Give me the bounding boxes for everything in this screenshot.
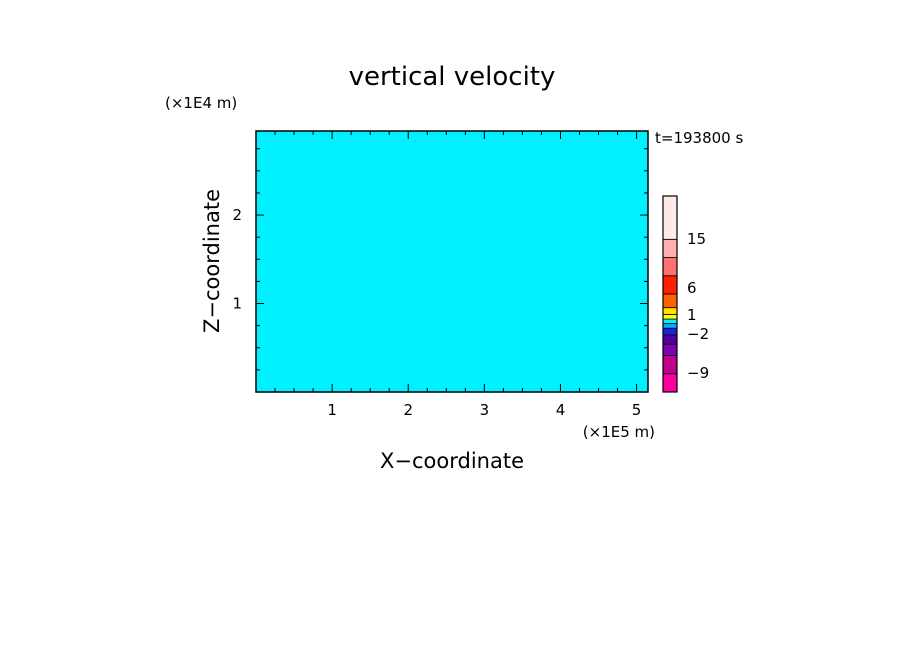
- x-axis-label: X−coordinate: [380, 449, 524, 473]
- colorbar-label: 6: [687, 279, 697, 297]
- x-axis-ticks: 1 2 3 4 5: [274, 131, 642, 419]
- y-tick-label: 1: [232, 295, 242, 313]
- colorbar-segment: [662, 257, 678, 277]
- colorbar-segment: [662, 343, 678, 356]
- y-unit-label: (×1E4 m): [165, 94, 237, 112]
- chart-title: vertical velocity: [349, 62, 556, 92]
- colorbar-segment: [662, 334, 678, 345]
- colorbar-segment: [662, 355, 678, 375]
- y-tick-label: 2: [232, 206, 242, 224]
- colorbar-segment: [662, 323, 678, 329]
- colorbar-label: 15: [687, 230, 706, 248]
- y-axis-ticks: 12: [232, 148, 648, 371]
- colorbar-segment: [662, 327, 678, 336]
- colorbar-segment: [662, 195, 678, 240]
- time-label: t=193800 s: [655, 129, 743, 147]
- plot-frame: [255, 130, 649, 393]
- x-tick-label: 2: [403, 401, 413, 419]
- colorbar-segment: [662, 307, 678, 315]
- colorbar-segment: [662, 275, 678, 295]
- colorbar-segment: [662, 314, 678, 320]
- colorbar-segment: [662, 293, 678, 309]
- y-axis-label: Z−coordinate: [200, 189, 224, 333]
- colorbar-segment: [662, 238, 678, 258]
- colorbar-segment: [662, 373, 678, 393]
- colorbar-frame: [662, 195, 678, 393]
- x-tick-label: 1: [327, 401, 337, 419]
- colorbar-label: 1: [687, 306, 697, 324]
- colorbar-label: −9: [687, 364, 709, 382]
- x-tick-label: 3: [480, 401, 490, 419]
- plot-area: [256, 131, 648, 392]
- colorbar-label: −2: [687, 325, 709, 343]
- x-tick-label: 4: [556, 401, 566, 419]
- x-tick-label: 5: [632, 401, 642, 419]
- colorbar-segment: [662, 318, 678, 325]
- colorbar: 15 6 1−2 −9: [662, 195, 709, 393]
- x-unit-label: (×1E5 m): [583, 423, 655, 441]
- positive-field: [256, 131, 648, 392]
